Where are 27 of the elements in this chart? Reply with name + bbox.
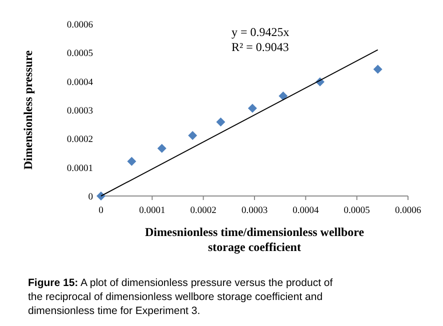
x-tick-label: 0.0006 [394, 206, 422, 216]
x-axis-title: Dimesnionless time/dimensionless wellbore storage coefficient [144, 225, 365, 254]
x-tick-label: 0.0003 [241, 206, 268, 216]
point [96, 192, 106, 200]
x-tick-label: 0.0004 [292, 206, 319, 216]
y-tick-label: 0.0006 [66, 20, 94, 30]
y-tick-label: 0.0001 [66, 164, 94, 174]
point [278, 91, 288, 100]
x-tick-label: 0.0005 [344, 206, 370, 216]
point [248, 104, 257, 113]
x-tick-label: 0.0002 [190, 206, 217, 216]
x-tick-label: 0 [98, 206, 104, 216]
point [373, 64, 382, 74]
y-axis-title: Dimensionless pressure [21, 50, 35, 170]
y-tick-label: 0.0003 [66, 106, 94, 116]
y-tick-label: 0.0002 [66, 135, 94, 146]
point [188, 131, 198, 140]
point [157, 144, 166, 153]
annotation: y = 0.9425x [231, 25, 290, 39]
point [127, 156, 136, 166]
point [216, 118, 226, 127]
y-tick-label: 0.0005 [66, 49, 94, 60]
caption: Figure 15: A plot of dimensionless pressure versus the product of the reciprocal of dimensionless wellbore storage coefficient and dimensionless time for Experiment 3. [28, 277, 333, 317]
y-tick-label: 0.0004 [66, 78, 94, 88]
annotation: R² = 0.9043 [231, 40, 289, 54]
y-tick-label: 0 [88, 192, 94, 202]
x-tick-label: 0.0001 [139, 206, 166, 216]
